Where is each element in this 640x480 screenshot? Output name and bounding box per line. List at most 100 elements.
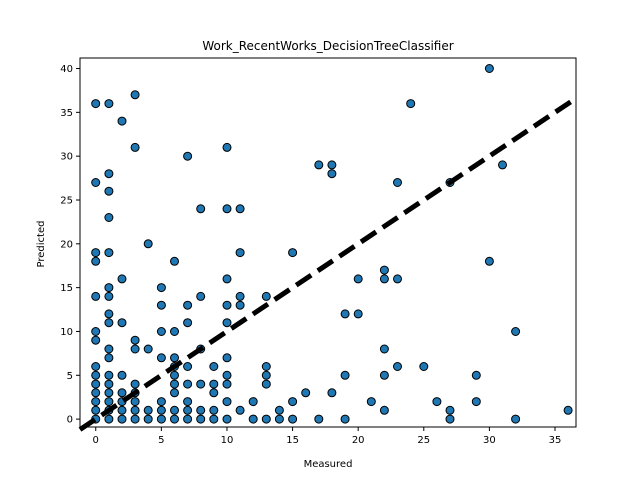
chart-title: Work_RecentWorks_DecisionTreeClassifier xyxy=(202,39,453,53)
y-tick-label: 30 xyxy=(60,152,73,163)
data-point xyxy=(471,397,481,407)
x-tick-label: 25 xyxy=(417,435,430,446)
data-point xyxy=(91,379,101,389)
data-point xyxy=(183,405,193,415)
data-point xyxy=(104,344,114,354)
data-point xyxy=(117,318,127,328)
y-tick-label: 25 xyxy=(60,195,73,206)
data-point xyxy=(393,362,402,371)
data-point xyxy=(91,256,101,266)
data-point xyxy=(301,388,311,398)
data-point xyxy=(170,414,179,424)
data-point xyxy=(261,370,271,380)
data-point xyxy=(156,283,166,293)
data-point xyxy=(143,239,153,249)
data-point xyxy=(91,248,101,258)
data-point xyxy=(222,379,232,389)
data-point xyxy=(170,370,179,380)
data-point xyxy=(183,151,193,161)
data-point xyxy=(143,405,153,415)
data-point xyxy=(353,274,363,284)
data-point xyxy=(104,309,114,319)
data-point xyxy=(104,388,114,398)
data-point xyxy=(130,397,140,407)
data-point xyxy=(170,353,179,363)
x-tick-label: 20 xyxy=(352,435,365,446)
data-point xyxy=(156,300,166,310)
data-point xyxy=(170,256,179,266)
data-point xyxy=(170,388,179,398)
y-tick-label: 0 xyxy=(67,415,73,426)
x-tick-label: 0 xyxy=(93,435,99,446)
data-point xyxy=(91,99,101,109)
data-point xyxy=(130,414,140,424)
data-point xyxy=(143,344,153,354)
data-point xyxy=(379,344,389,354)
data-point xyxy=(91,397,101,407)
data-point xyxy=(406,99,416,109)
data-point xyxy=(248,414,258,424)
data-point xyxy=(183,397,193,407)
data-point xyxy=(379,370,389,380)
data-point xyxy=(432,397,442,407)
data-point xyxy=(353,309,363,319)
data-point xyxy=(366,397,376,407)
data-point xyxy=(235,248,245,258)
data-point xyxy=(104,283,114,293)
y-tick-label: 15 xyxy=(60,283,73,294)
data-point xyxy=(104,397,114,407)
data-point xyxy=(130,344,140,354)
data-point xyxy=(104,248,114,258)
data-point xyxy=(130,142,140,152)
data-point xyxy=(445,405,455,415)
data-point xyxy=(104,99,114,109)
data-point xyxy=(91,327,101,336)
data-point xyxy=(209,388,219,398)
fit-line xyxy=(78,96,578,432)
data-point xyxy=(196,204,206,214)
data-point xyxy=(170,379,179,389)
data-point xyxy=(340,309,350,319)
data-point xyxy=(563,405,573,415)
y-tick-label: 20 xyxy=(60,239,73,250)
data-point xyxy=(340,414,350,424)
data-point xyxy=(511,327,521,336)
data-point xyxy=(222,414,232,424)
data-point xyxy=(104,414,114,424)
data-point xyxy=(393,274,402,284)
data-point xyxy=(156,353,166,363)
data-point xyxy=(209,414,219,424)
data-point xyxy=(484,64,494,73)
data-point xyxy=(222,204,232,214)
data-point xyxy=(104,213,114,222)
data-point xyxy=(235,405,245,415)
data-point xyxy=(235,291,245,301)
data-point xyxy=(91,178,101,187)
data-point xyxy=(419,362,429,371)
data-point xyxy=(183,414,193,424)
data-point xyxy=(183,318,193,328)
y-tick-label: 35 xyxy=(60,108,73,119)
data-point xyxy=(170,405,179,415)
data-point xyxy=(235,300,245,310)
data-point xyxy=(327,160,337,170)
data-point xyxy=(91,291,101,301)
data-point xyxy=(130,90,140,100)
data-point xyxy=(222,142,232,152)
data-point xyxy=(183,362,193,371)
points-layer xyxy=(91,64,573,424)
data-point xyxy=(222,370,232,380)
data-point xyxy=(104,379,114,389)
data-point xyxy=(104,291,114,301)
data-point xyxy=(484,256,494,266)
data-point xyxy=(379,274,389,284)
data-point xyxy=(471,370,481,380)
data-point xyxy=(209,405,219,415)
data-point xyxy=(104,169,114,179)
data-point xyxy=(288,397,298,407)
x-tick-label: 35 xyxy=(549,435,562,446)
data-point xyxy=(130,379,140,389)
data-point xyxy=(196,379,206,389)
data-point xyxy=(117,388,127,398)
data-point xyxy=(340,370,350,380)
